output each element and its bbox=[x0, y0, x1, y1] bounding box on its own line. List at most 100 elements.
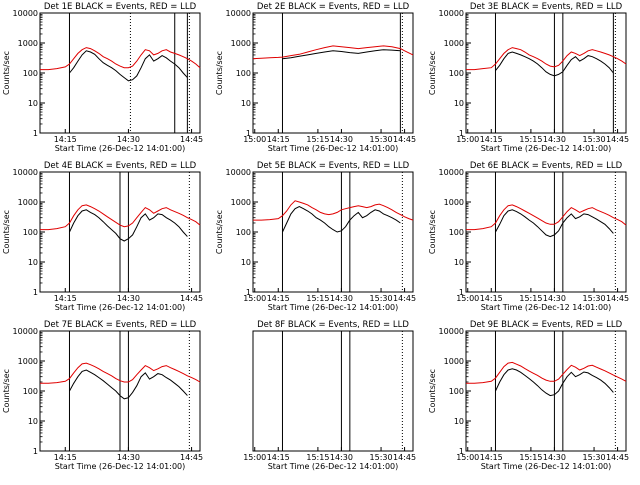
x-tick-label: 14:15 bbox=[267, 453, 290, 462]
series-lld bbox=[466, 361, 627, 384]
x-axis-label: Start Time (26-Dec-12 14:01:00) bbox=[481, 144, 612, 153]
panel-title: Det 2E BLACK = Events, RED = LLD bbox=[257, 2, 410, 12]
y-tick-label: 10000 bbox=[439, 9, 464, 18]
y-axis-label: Counts/sec bbox=[2, 51, 11, 95]
x-tick-label: 14:15 bbox=[267, 135, 290, 144]
x-tick-label: 15:30 bbox=[370, 294, 393, 303]
y-tick-label: 1 bbox=[246, 129, 251, 138]
x-tick-label: 14:45 bbox=[393, 294, 416, 303]
panel-title: Det 9E BLACK = Events, RED = LLD bbox=[470, 320, 623, 330]
x-tick-label: 14:15 bbox=[54, 453, 77, 462]
plot-frame bbox=[465, 12, 627, 134]
y-tick-label: 1000 bbox=[444, 39, 464, 48]
panel-9: Det 9E BLACK = Events, RED = LLD 1 10 100 10… bbox=[428, 320, 629, 471]
y-tick-label: 1 bbox=[459, 447, 464, 456]
panel-title: Det 6E BLACK = Events, RED = LLD bbox=[470, 161, 623, 171]
x-tick-label: 15:30 bbox=[583, 135, 606, 144]
y-axis-label: Counts/sec bbox=[2, 210, 11, 254]
panel-2: Det 2E BLACK = Events, RED = LLD 1 10 100 10… bbox=[215, 2, 606, 153]
panel-title: Det 8F BLACK = Events, RED = LLD bbox=[257, 320, 409, 330]
series-lld bbox=[40, 362, 201, 384]
y-tick-label: 1000 bbox=[444, 198, 464, 207]
y-axis-label: Counts/sec bbox=[215, 210, 224, 254]
series-events bbox=[69, 369, 188, 400]
y-tick-label: 100 bbox=[23, 228, 38, 237]
y-tick-label: 1 bbox=[33, 288, 38, 297]
x-tick-label: 15:00 bbox=[243, 135, 266, 144]
x-tick-label: 15:30 bbox=[583, 453, 606, 462]
plot-frame bbox=[465, 330, 627, 452]
panel-6: Det 6E BLACK = Events, RED = LLD 1 10 100 10… bbox=[428, 161, 629, 312]
y-tick-label: 100 bbox=[23, 387, 38, 396]
series-lld bbox=[252, 45, 414, 60]
panel-4: Det 4E BLACK = Events, RED = LLD 1 10 100 10… bbox=[2, 161, 393, 312]
y-tick-label: 1 bbox=[459, 129, 464, 138]
x-tick-label: 14:45 bbox=[606, 294, 629, 303]
x-tick-label: 14:30 bbox=[543, 453, 566, 462]
x-tick-label: 14:15 bbox=[480, 453, 503, 462]
plot-frame bbox=[252, 171, 414, 293]
y-tick-label: 1 bbox=[33, 129, 38, 138]
y-axis-label: Counts/sec bbox=[2, 369, 11, 413]
x-tick-label: 14:45 bbox=[180, 294, 203, 303]
series-events bbox=[282, 49, 401, 60]
y-tick-label: 10000 bbox=[13, 168, 38, 177]
x-tick-label: 14:30 bbox=[117, 135, 140, 144]
panel-title: Det 4E BLACK = Events, RED = LLD bbox=[44, 161, 197, 171]
x-axis-label: Start Time (26-Dec-12 14:01:00) bbox=[268, 303, 399, 312]
series-lld bbox=[40, 204, 201, 231]
x-tick-label: 14:45 bbox=[180, 453, 203, 462]
x-axis-label: Start Time (26-Dec-12 14:01:00) bbox=[55, 462, 186, 471]
y-tick-label: 10 bbox=[454, 258, 464, 267]
panel-3: Det 3E BLACK = Events, RED = LLD 1 10 100 10… bbox=[428, 2, 629, 153]
x-tick-label: 14:30 bbox=[330, 453, 353, 462]
y-tick-label: 10000 bbox=[226, 168, 251, 177]
series-lld bbox=[40, 47, 201, 71]
plot-frame bbox=[39, 12, 201, 134]
x-tick-label: 15:15 bbox=[519, 294, 542, 303]
x-axis-label: Start Time (26-Dec-12 14:01:00) bbox=[55, 144, 186, 153]
x-tick-label: 14:30 bbox=[543, 135, 566, 144]
y-tick-label: 10 bbox=[28, 417, 38, 426]
y-tick-label: 100 bbox=[236, 69, 251, 78]
x-tick-label: 15:30 bbox=[370, 135, 393, 144]
x-tick-label: 14:45 bbox=[606, 135, 629, 144]
x-tick-label: 14:30 bbox=[117, 294, 140, 303]
panel-title: Det 1E BLACK = Events, RED = LLD bbox=[44, 2, 197, 12]
panel-7: Det 7E BLACK = Events, RED = LLD 1 10 100 10… bbox=[2, 320, 393, 471]
x-axis-label: Start Time (26-Dec-12 14:01:00) bbox=[268, 462, 399, 471]
x-tick-label: 14:30 bbox=[117, 453, 140, 462]
panel-1: Det 1E BLACK = Events, RED = LLD 1 10 100 10… bbox=[2, 2, 393, 153]
y-axis-label: Counts/sec bbox=[428, 51, 437, 95]
x-tick-label: 14:30 bbox=[330, 135, 353, 144]
x-tick-label: 15:00 bbox=[456, 294, 479, 303]
series-events bbox=[69, 50, 188, 82]
y-axis-label: Counts/sec bbox=[215, 51, 224, 95]
panel-8: Det 8F BLACK = Events, RED = LLD 14:15 14:… bbox=[252, 320, 606, 471]
plot-frame bbox=[252, 12, 414, 134]
y-tick-label: 10000 bbox=[439, 327, 464, 336]
x-tick-label: 14:15 bbox=[480, 135, 503, 144]
y-tick-label: 10 bbox=[454, 417, 464, 426]
x-tick-label: 14:45 bbox=[393, 453, 416, 462]
x-axis-label: Start Time (26-Dec-12 14:01:00) bbox=[481, 303, 612, 312]
y-tick-label: 1000 bbox=[231, 198, 251, 207]
x-tick-label: 15:15 bbox=[519, 135, 542, 144]
y-tick-label: 100 bbox=[449, 69, 464, 78]
y-tick-label: 100 bbox=[449, 228, 464, 237]
y-axis-label: Counts/sec bbox=[428, 369, 437, 413]
x-tick-label: 15:15 bbox=[306, 294, 329, 303]
x-axis-label: Start Time (26-Dec-12 14:01:00) bbox=[55, 303, 186, 312]
y-tick-label: 10000 bbox=[439, 168, 464, 177]
y-tick-label: 10000 bbox=[13, 9, 38, 18]
series-lld bbox=[253, 200, 414, 221]
x-tick-label: 15:30 bbox=[583, 294, 606, 303]
series-events bbox=[69, 209, 188, 242]
y-tick-label: 10 bbox=[28, 258, 38, 267]
x-axis-label: Start Time (26-Dec-12 14:01:00) bbox=[268, 144, 399, 153]
x-tick-label: 14:30 bbox=[330, 294, 353, 303]
series-events bbox=[495, 368, 614, 397]
x-tick-label: 15:00 bbox=[243, 294, 266, 303]
y-tick-label: 1000 bbox=[231, 39, 251, 48]
